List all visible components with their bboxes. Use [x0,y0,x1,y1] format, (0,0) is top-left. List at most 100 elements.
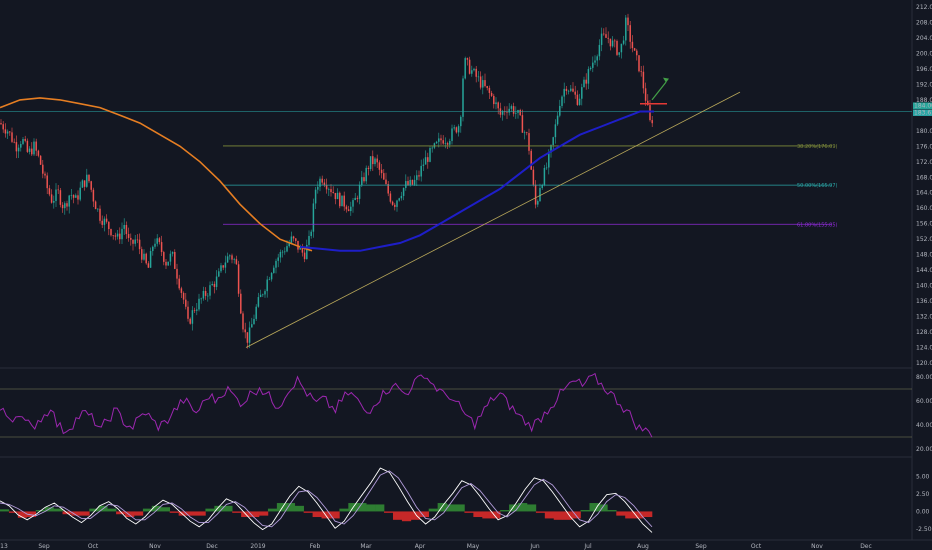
candle-body[interactable] [187,306,189,319]
candle-body[interactable] [323,182,326,186]
candle-body[interactable] [308,235,310,245]
candle-body[interactable] [66,203,68,207]
candle-body[interactable] [449,140,451,145]
candle-body[interactable] [649,105,651,121]
candle-body[interactable] [508,108,510,113]
candle-body[interactable] [297,240,299,250]
candle-body[interactable] [112,235,114,237]
candle-body[interactable] [460,116,462,127]
candle-body[interactable] [127,234,130,238]
candle-body[interactable] [246,332,249,343]
candle-body[interactable] [97,208,99,210]
candle-body[interactable] [213,283,216,287]
candle-body[interactable] [202,290,205,299]
candle-body[interactable] [387,184,389,194]
candle-body[interactable] [152,246,154,252]
candle-body[interactable] [251,324,253,328]
candle-body[interactable] [592,62,594,68]
macd-pane[interactable] [0,467,653,533]
candle-body[interactable] [482,80,484,88]
candle-body[interactable] [182,292,185,300]
candle-body[interactable] [9,131,11,133]
candle-body[interactable] [442,140,444,144]
candle-body[interactable] [105,218,108,222]
candle-body[interactable] [81,180,84,188]
candle-body[interactable] [440,138,442,141]
candle-body[interactable] [424,157,427,165]
candle-body[interactable] [37,150,40,156]
candle-body[interactable] [374,158,376,165]
candle-body[interactable] [253,318,255,325]
candle-body[interactable] [438,138,440,142]
candle-body[interactable] [479,76,482,88]
candle-body[interactable] [638,55,640,72]
candle-body[interactable] [180,288,183,293]
candle-body[interactable] [633,48,636,51]
candle-body[interactable] [231,255,233,260]
candle-body[interactable] [352,200,354,207]
candle-body[interactable] [405,181,407,188]
candle-body[interactable] [490,92,493,96]
candle-body[interactable] [622,40,625,44]
candle-body[interactable] [103,218,106,225]
candle-body[interactable] [165,261,167,266]
candle-body[interactable] [543,167,546,186]
candle-body[interactable] [523,132,526,134]
candle-body[interactable] [57,189,59,191]
candle-body[interactable] [15,142,18,152]
candle-body[interactable] [145,253,147,264]
candle-body[interactable] [475,68,477,77]
candle-body[interactable] [235,259,238,265]
candle-body[interactable] [422,164,425,166]
candle-body[interactable] [391,201,394,205]
candle-body[interactable] [420,165,422,177]
candle-body[interactable] [75,195,77,198]
candle-body[interactable] [563,88,565,97]
candle-body[interactable] [244,329,246,333]
time-axis[interactable]: 13 Sep Oct Nov Dec 2019 Feb Mar Apr May Jun Jul Aug S… [0,543,872,550]
candle-body[interactable] [574,91,576,95]
candle-body[interactable] [46,175,48,189]
candle-body[interactable] [330,189,332,193]
candle-body[interactable] [220,265,222,272]
candle-body[interactable] [273,267,275,273]
candle-body[interactable] [198,298,200,310]
candle-body[interactable] [550,145,552,153]
candle-body[interactable] [90,181,92,190]
candle-body[interactable] [138,239,141,250]
candle-body[interactable] [356,197,359,199]
candle-body[interactable] [86,174,88,187]
candle-body[interactable] [589,67,592,70]
candle-body[interactable] [627,17,629,26]
trend-line[interactable] [245,91,741,348]
candle-body[interactable] [277,257,279,261]
candle-body[interactable] [539,188,541,202]
candle-body[interactable] [68,195,70,207]
candle-body[interactable] [53,201,55,203]
candle-body[interactable] [444,143,447,144]
candle-body[interactable] [317,186,319,190]
candle-body[interactable] [378,162,381,170]
candle-body[interactable] [385,179,387,185]
candle-body[interactable] [257,297,260,307]
candle-body[interactable] [576,94,579,105]
candle-body[interactable] [495,102,497,105]
candle-body[interactable] [310,231,312,236]
candle-body[interactable] [372,156,374,165]
candle-body[interactable] [567,90,570,92]
candle-body[interactable] [132,239,134,244]
candle-body[interactable] [526,132,528,134]
candle-body[interactable] [556,115,559,125]
candle-body[interactable] [413,179,416,185]
candle-body[interactable] [640,71,642,72]
candle-body[interactable] [42,164,44,174]
candle-body[interactable] [486,86,488,88]
candle-body[interactable] [484,80,486,87]
candle-body[interactable] [94,201,97,210]
candle-body[interactable] [433,143,436,148]
candle-body[interactable] [6,131,9,134]
candle-body[interactable] [169,253,172,262]
candle-body[interactable] [237,264,240,294]
candle-body[interactable] [631,41,634,49]
